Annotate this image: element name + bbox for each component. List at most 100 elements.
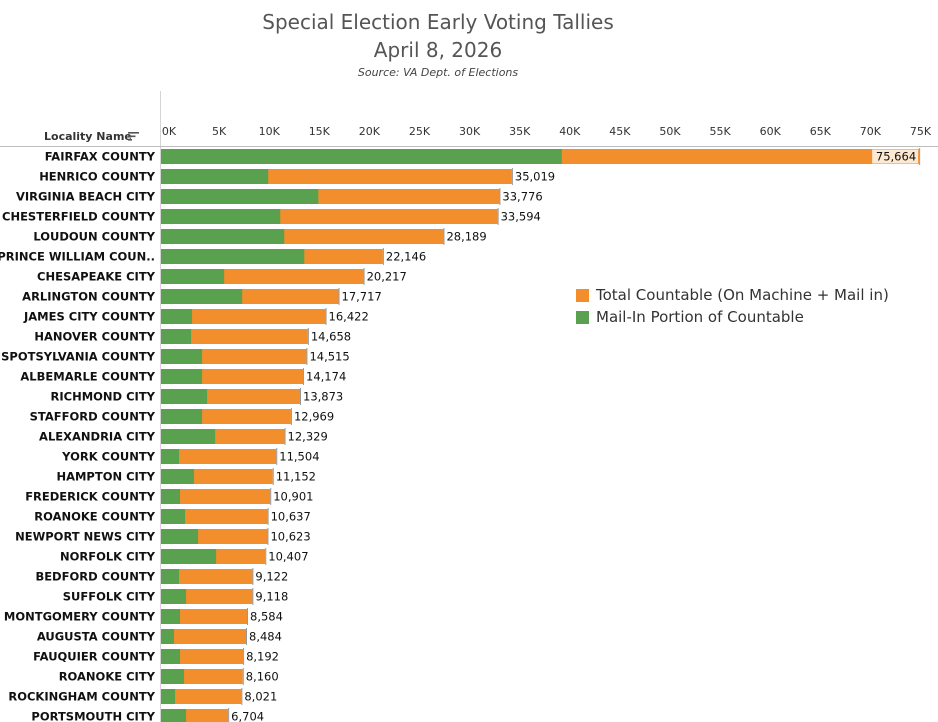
x-tick-label: 0K	[162, 125, 177, 138]
title-block: Special Election Early Voting Tallies Ap…	[0, 8, 876, 79]
bar-mail	[161, 489, 181, 504]
row-label: HENRICO COUNTY	[39, 170, 155, 184]
chart-subtitle: April 8, 2026	[373, 38, 503, 62]
row-label: ROANOKE COUNTY	[34, 510, 155, 524]
x-tick-label: 60K	[760, 125, 782, 138]
bar-total	[161, 689, 242, 704]
bar-mail	[161, 309, 193, 324]
bar-mail	[161, 189, 319, 204]
row-label: ROANOKE CITY	[59, 670, 156, 684]
value-label: 14,515	[309, 350, 349, 364]
row-label: PORTSMOUTH CITY	[31, 710, 155, 722]
bar-mail	[161, 669, 185, 684]
row-label: HANOVER COUNTY	[34, 330, 155, 344]
row-label: BEDFORD COUNTY	[35, 570, 155, 584]
row-label: ARLINGTON COUNTY	[22, 290, 155, 304]
bar-mail	[161, 329, 192, 344]
row-label: FAIRFAX COUNTY	[45, 150, 156, 164]
bar-mail	[161, 569, 180, 584]
bar-mail	[161, 249, 305, 264]
chart-title: Special Election Early Voting Tallies	[262, 10, 614, 34]
row-label: FAUQUIER COUNTY	[33, 650, 156, 664]
value-label: 8,160	[246, 670, 279, 684]
value-label: 8,584	[250, 610, 283, 624]
bar-mail	[161, 369, 203, 384]
value-label: 17,717	[342, 290, 382, 304]
value-label: 13,873	[303, 390, 343, 404]
row-label: MONTGOMERY COUNTY	[4, 610, 156, 624]
value-label: 16,422	[329, 310, 369, 324]
bar-mail	[161, 149, 562, 164]
bar-mail	[161, 229, 285, 244]
x-tick-label: 20K	[359, 125, 381, 138]
x-tick-label: 10K	[259, 125, 281, 138]
legend-swatch-mail	[576, 310, 589, 324]
bar-total	[161, 449, 277, 464]
bar-total	[161, 329, 308, 344]
row-label: ALEXANDRIA CITY	[39, 430, 156, 444]
row-label: FREDERICK COUNTY	[25, 490, 155, 504]
row-label: ROCKINGHAM COUNTY	[8, 690, 155, 704]
value-label: 10,623	[270, 530, 310, 544]
x-tick-label: 45K	[609, 125, 631, 138]
legend-item-mail[interactable]: Mail-In Portion of Countable	[576, 306, 889, 328]
value-label: 10,637	[271, 510, 311, 524]
x-tick-label: 5K	[212, 125, 227, 138]
bar-mail	[161, 209, 281, 224]
row-label: LOUDOUN COUNTY	[33, 230, 155, 244]
bar-total	[161, 629, 247, 644]
value-label: 28,189	[446, 230, 486, 244]
row-label: VIRGINIA BEACH CITY	[16, 190, 156, 204]
x-tick-label: 65K	[810, 125, 832, 138]
bar-mail	[161, 689, 176, 704]
bar-mail	[161, 629, 175, 644]
row-label: NORFOLK CITY	[60, 550, 156, 564]
bar-mail	[161, 609, 181, 624]
value-label: 11,504	[279, 450, 319, 464]
bar-total	[161, 509, 268, 524]
locality-column-header[interactable]: Locality Name	[44, 130, 132, 143]
row-label: STAFFORD COUNTY	[30, 410, 156, 424]
value-label: 9,122	[255, 570, 288, 584]
x-tick-label: 30K	[459, 125, 481, 138]
x-tick-label: 25K	[409, 125, 431, 138]
value-label: 35,019	[515, 170, 555, 184]
value-label: 33,594	[501, 210, 541, 224]
row-label: RICHMOND CITY	[51, 390, 156, 404]
bar-mail	[161, 269, 225, 284]
bar-mail	[161, 529, 199, 544]
row-label: HAMPTON CITY	[56, 470, 155, 484]
value-label: 20,217	[367, 270, 407, 284]
bar-mail	[161, 469, 195, 484]
value-label: 6,704	[231, 710, 264, 722]
legend-item-total[interactable]: Total Countable (On Machine + Mail in)	[576, 284, 889, 306]
bar-total	[161, 569, 253, 584]
row-label: CHESAPEAKE CITY	[37, 270, 156, 284]
row-label: YORK COUNTY	[61, 450, 155, 464]
value-label: 14,174	[306, 370, 346, 384]
value-label: 9,118	[255, 590, 288, 604]
x-tick-label: 40K	[559, 125, 581, 138]
legend: Total Countable (On Machine + Mail in) M…	[576, 284, 889, 328]
bar-mail	[161, 549, 217, 564]
x-tick-label: 70K	[860, 125, 882, 138]
sort-descending-icon[interactable]	[128, 131, 139, 141]
value-label: 75,664	[876, 150, 916, 164]
chart-source: Source: VA Dept. of Elections	[357, 66, 519, 79]
bar-mail	[161, 389, 208, 404]
legend-label-total: Total Countable (On Machine + Mail in)	[596, 286, 889, 304]
legend-label-mail: Mail-In Portion of Countable	[596, 308, 804, 326]
bar-mail	[161, 589, 187, 604]
bar-mail	[161, 429, 216, 444]
bar-mail	[161, 649, 181, 664]
row-label: SPOTSYLVANIA COUNTY	[1, 350, 156, 364]
value-label: 12,969	[294, 410, 334, 424]
row-label: CHESTERFIELD COUNTY	[2, 210, 156, 224]
x-tick-label: 35K	[509, 125, 531, 138]
bar-mail	[161, 509, 186, 524]
row-label: JAMES CITY COUNTY	[23, 310, 156, 324]
bar-mail	[161, 289, 243, 304]
value-label: 14,658	[311, 330, 351, 344]
bar-total	[161, 309, 326, 324]
row-label: NEWPORT NEWS CITY	[15, 530, 156, 544]
